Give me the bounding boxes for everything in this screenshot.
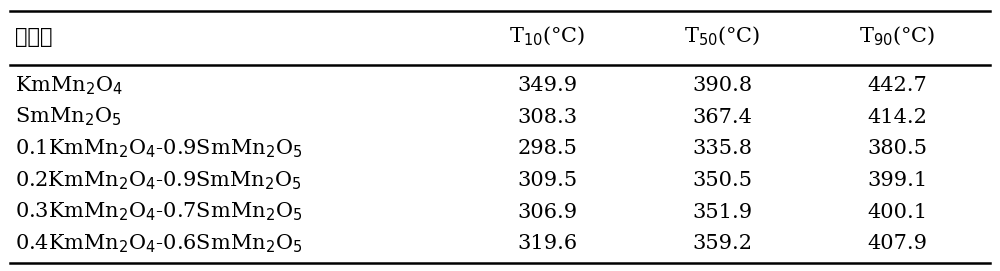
Text: 351.9: 351.9 xyxy=(692,203,753,222)
Text: 309.5: 309.5 xyxy=(517,171,578,190)
Text: 390.8: 390.8 xyxy=(692,76,753,95)
Text: 0.2KmMn$_2$O$_4$-0.9SmMn$_2$O$_5$: 0.2KmMn$_2$O$_4$-0.9SmMn$_2$O$_5$ xyxy=(15,169,302,192)
Text: 350.5: 350.5 xyxy=(692,171,753,190)
Text: 400.1: 400.1 xyxy=(867,203,928,222)
Text: T$_{90}$(°C): T$_{90}$(°C) xyxy=(859,25,936,48)
Text: SmMn$_2$O$_5$: SmMn$_2$O$_5$ xyxy=(15,106,121,128)
Text: 442.7: 442.7 xyxy=(868,76,927,95)
Text: 399.1: 399.1 xyxy=(867,171,928,190)
Text: KmMn$_2$O$_4$: KmMn$_2$O$_4$ xyxy=(15,74,123,97)
Text: 0.4KmMn$_2$O$_4$-0.6SmMn$_2$O$_5$: 0.4KmMn$_2$O$_4$-0.6SmMn$_2$O$_5$ xyxy=(15,233,302,255)
Text: 319.6: 319.6 xyxy=(517,234,578,253)
Text: 335.8: 335.8 xyxy=(692,139,753,158)
Text: 414.2: 414.2 xyxy=(868,108,927,127)
Text: 407.9: 407.9 xyxy=(868,234,928,253)
Text: 349.9: 349.9 xyxy=(517,76,578,95)
Text: T$_{50}$(°C): T$_{50}$(°C) xyxy=(684,25,761,48)
Text: 359.2: 359.2 xyxy=(692,234,753,253)
Text: 306.9: 306.9 xyxy=(517,203,578,222)
Text: 298.5: 298.5 xyxy=(518,139,577,158)
Text: 催化剂: 催化剂 xyxy=(15,27,52,47)
Text: T$_{10}$(°C): T$_{10}$(°C) xyxy=(509,25,586,48)
Text: 380.5: 380.5 xyxy=(868,139,928,158)
Text: 308.3: 308.3 xyxy=(517,108,578,127)
Text: 0.3KmMn$_2$O$_4$-0.7SmMn$_2$O$_5$: 0.3KmMn$_2$O$_4$-0.7SmMn$_2$O$_5$ xyxy=(15,201,302,224)
Text: 367.4: 367.4 xyxy=(693,108,752,127)
Text: 0.1KmMn$_2$O$_4$-0.9SmMn$_2$O$_5$: 0.1KmMn$_2$O$_4$-0.9SmMn$_2$O$_5$ xyxy=(15,137,302,160)
